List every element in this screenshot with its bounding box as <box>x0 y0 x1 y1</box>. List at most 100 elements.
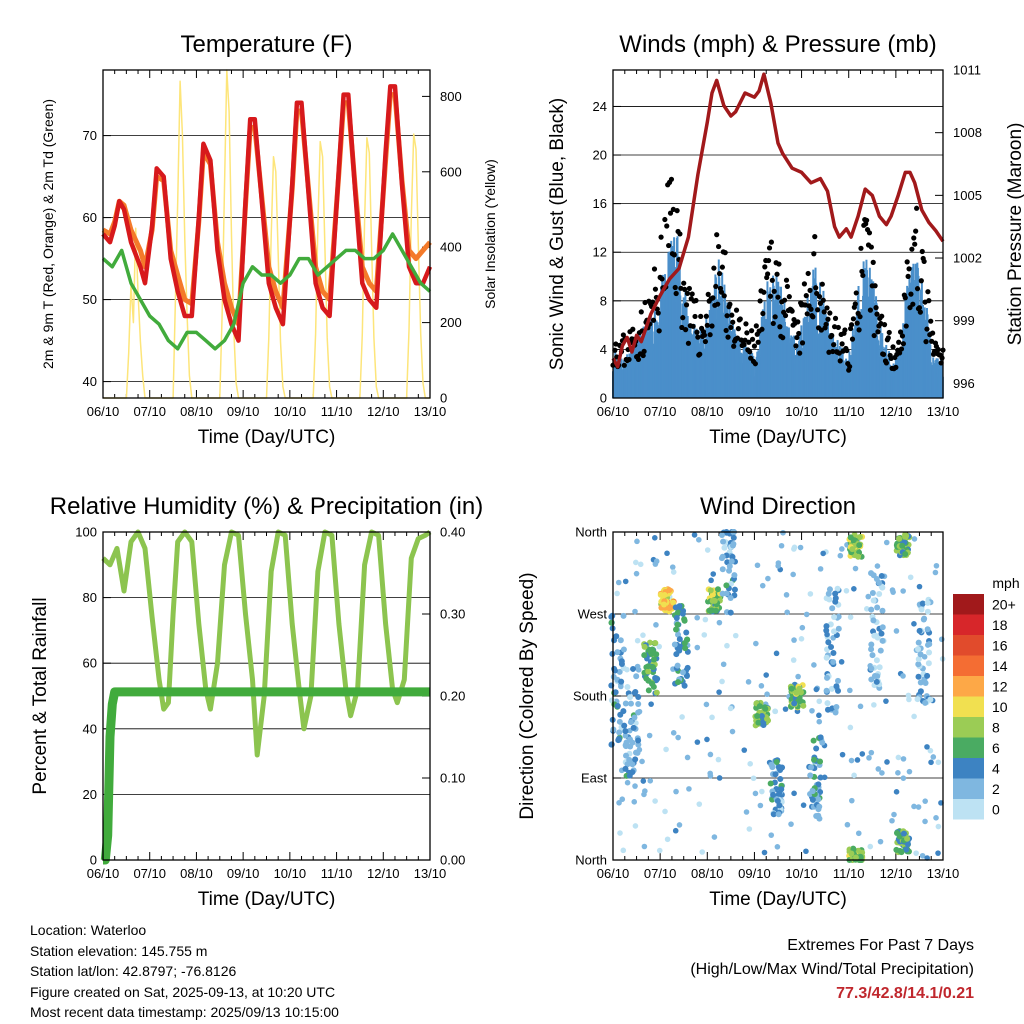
wind-direction-point <box>922 798 928 804</box>
y2-tick-label: 200 <box>440 315 462 330</box>
gust-point <box>747 349 753 355</box>
gust-point <box>818 327 824 333</box>
gust-point <box>681 280 687 286</box>
wind-direction-point <box>645 663 652 670</box>
wind-direction-point <box>662 808 668 815</box>
x-axis-label: Time (Day/UTC) <box>198 427 336 448</box>
wind-direction-point <box>649 664 656 671</box>
gust-point <box>847 363 853 370</box>
wind-direction-point <box>919 600 926 607</box>
gust-point <box>872 283 878 289</box>
wind-direction-point <box>673 626 680 633</box>
wind-direction-point <box>699 849 706 855</box>
wind-direction-point <box>629 769 636 776</box>
gust-point <box>711 265 717 271</box>
gust-point <box>893 364 899 370</box>
gust-point <box>721 293 727 299</box>
wind-direction-point <box>656 847 663 854</box>
gust-point <box>797 350 803 356</box>
wind-direction-point <box>676 647 683 654</box>
wind-direction-point <box>911 803 917 810</box>
wind-direction-point <box>671 641 678 648</box>
wind-direction-point <box>757 802 764 809</box>
wind-direction-point <box>620 847 627 854</box>
y2-tick-label: 0.10 <box>440 771 465 786</box>
x-tick-label: 08/10 <box>180 866 213 881</box>
wind-direction-point <box>813 686 820 693</box>
legend-swatch <box>953 696 984 717</box>
gust-point <box>671 252 677 258</box>
gust-point <box>709 323 715 329</box>
wind-direction-point <box>924 599 931 606</box>
gust-point <box>810 314 816 320</box>
gust-point <box>654 306 660 312</box>
wind-direction-point <box>614 703 621 710</box>
wind-direction-point <box>633 720 639 726</box>
wind-direction-point <box>711 834 718 840</box>
wind-direction-point <box>855 830 862 837</box>
wind-direction-point <box>879 637 886 644</box>
x-tick-label: 07/10 <box>133 866 166 881</box>
gust-point <box>765 271 771 277</box>
chart-panel-3: Wind Direction 06/10 07/10 08/10 09/10 10/10 1… <box>517 493 959 910</box>
wind-direction-point <box>820 550 826 557</box>
wind-direction-point <box>778 542 785 549</box>
wind-direction-point <box>825 590 832 597</box>
wind-direction-point <box>683 629 690 636</box>
gust-point <box>860 272 866 279</box>
wind-direction-point <box>747 761 753 767</box>
wind-direction-point <box>674 621 681 628</box>
wind-direction-point <box>774 798 781 805</box>
wind-direction-point <box>716 689 722 695</box>
gust-point <box>866 230 873 236</box>
wind-direction-point <box>791 544 798 551</box>
wind-direction-point <box>701 632 708 638</box>
gust-point <box>762 264 768 270</box>
wind-direction-point <box>627 719 634 726</box>
wind-direction-point <box>875 766 882 772</box>
wind-direction-point <box>809 707 815 714</box>
x-tick-label: 10/10 <box>785 404 818 419</box>
gust-point <box>718 289 725 295</box>
gust-point <box>793 343 799 349</box>
wind-direction-point <box>694 644 701 651</box>
wind-direction-point <box>816 803 823 810</box>
wind-direction-point <box>661 592 668 599</box>
wind-direction-point <box>728 558 735 565</box>
wind-direction-point <box>935 759 942 766</box>
gust-point <box>626 356 632 363</box>
speed-legend: mph 20+ 18 16 14 12 10 8 6 4 2 0 <box>953 575 1020 820</box>
wind-direction-point <box>924 744 930 750</box>
gust-point <box>805 270 811 277</box>
wind-direction-point <box>765 575 771 582</box>
wind-direction-point <box>829 605 836 612</box>
gust-point <box>759 326 765 332</box>
gust-point <box>698 313 704 319</box>
wind-direction-point <box>876 664 883 671</box>
gust-point <box>710 295 716 301</box>
wind-direction-point <box>893 628 900 634</box>
wind-direction-point <box>830 628 837 635</box>
dewpoint-2m-line <box>101 232 432 351</box>
gust-point <box>638 309 644 315</box>
plot-frame <box>612 69 944 399</box>
wind-direction-point <box>612 689 619 696</box>
wind-direction-point <box>823 654 830 661</box>
wind-direction-point <box>856 533 863 540</box>
gust-point <box>725 334 731 340</box>
y-tick-label: North <box>575 853 607 868</box>
wind-direction-point <box>915 639 922 646</box>
gust-point <box>749 328 755 334</box>
wind-direction-point <box>637 561 644 568</box>
gust-point <box>831 342 837 348</box>
gust-point <box>722 250 728 256</box>
wind-direction-point <box>776 790 783 797</box>
wind-direction-point <box>675 734 681 741</box>
wind-direction-point <box>893 829 900 836</box>
wind-direction-point <box>916 583 923 590</box>
gust-point <box>776 261 782 267</box>
wind-direction-point <box>752 790 759 797</box>
gust-point <box>683 327 689 333</box>
wind-direction-point <box>918 606 925 613</box>
gust-point <box>784 283 791 290</box>
